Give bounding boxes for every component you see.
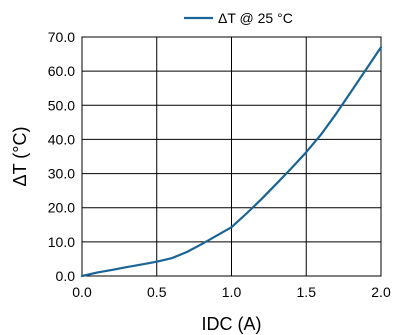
y-tick-label: 20.0 xyxy=(48,200,75,216)
y-tick-label: 10.0 xyxy=(48,234,75,250)
y-tick-label: 70.0 xyxy=(48,29,75,45)
y-tick-label: 30.0 xyxy=(48,166,75,182)
x-tick-label: 1.5 xyxy=(297,284,317,300)
x-tick-labels: 0.0 0.5 1.0 1.5 2.0 xyxy=(72,284,391,300)
legend: ΔT @ 25 °C xyxy=(184,10,293,26)
y-tick-label: 50.0 xyxy=(48,97,75,113)
y-axis-title: ΔT (°C) xyxy=(10,127,30,187)
legend-label: ΔT @ 25 °C xyxy=(218,10,293,26)
x-tick-label: 0.0 xyxy=(72,284,92,300)
x-tick-label: 2.0 xyxy=(371,284,391,300)
y-tick-label: 0.0 xyxy=(56,268,76,284)
y-tick-label: 60.0 xyxy=(48,63,75,79)
x-axis-title: IDC (A) xyxy=(202,314,262,334)
y-tick-label: 40.0 xyxy=(48,131,75,147)
x-tick-label: 1.0 xyxy=(222,284,242,300)
grid xyxy=(82,37,381,276)
x-tick-label: 0.5 xyxy=(147,284,167,300)
y-tick-labels: 0.0 10.0 20.0 30.0 40.0 50.0 60.0 70.0 xyxy=(48,29,75,284)
